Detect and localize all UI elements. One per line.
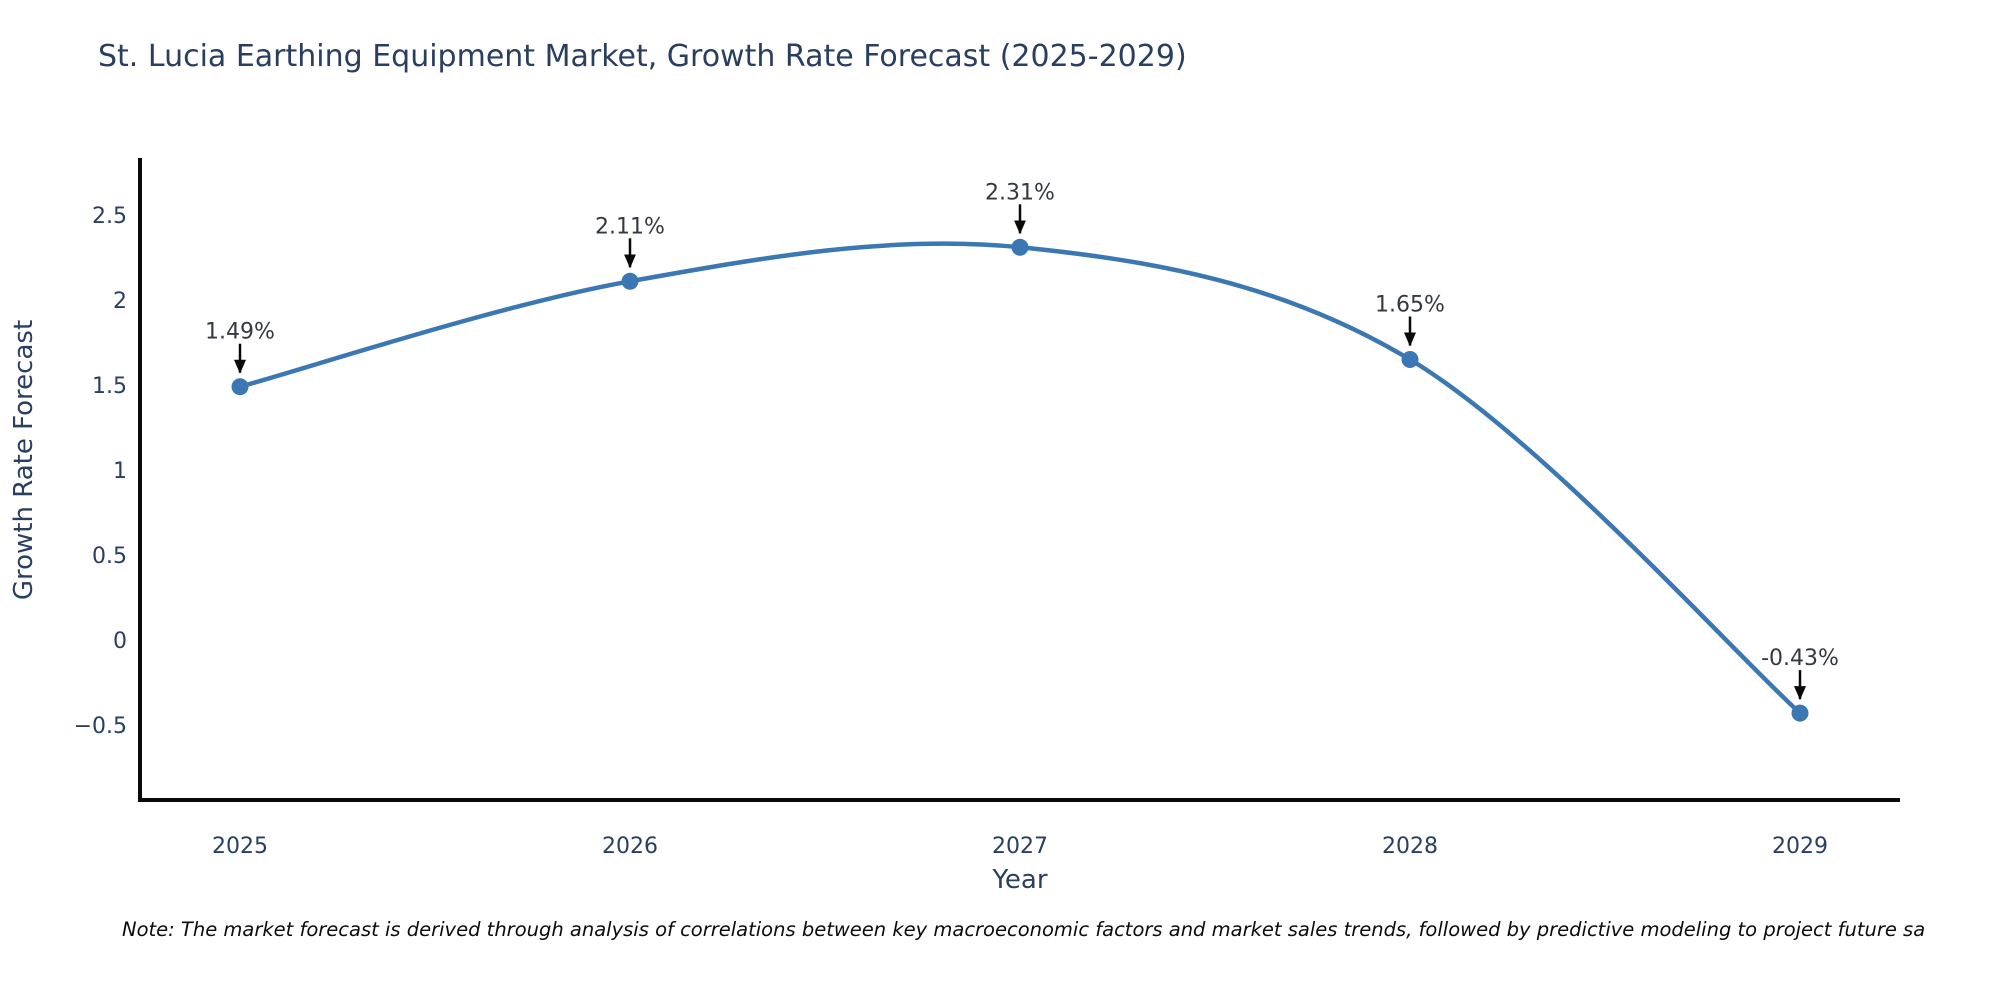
y-tick-label: 2.5 [92, 204, 127, 229]
data-label: 1.49% [205, 320, 275, 345]
y-tick-label: 0.5 [92, 544, 127, 569]
data-label: 1.65% [1375, 293, 1445, 318]
data-point-marker[interactable] [1011, 238, 1029, 256]
data-point-marker[interactable] [621, 272, 639, 290]
data-label: -0.43% [1761, 646, 1839, 671]
y-axis-title: Growth Rate Forecast [9, 320, 39, 600]
chart-title: St. Lucia Earthing Equipment Market, Gro… [98, 39, 1187, 74]
footnote: Note: The market forecast is derived thr… [122, 918, 1926, 941]
x-tick-label: 2027 [992, 834, 1048, 859]
x-axis-title: Year [991, 865, 1047, 895]
plot-area: 2.5 2 1.5 1 0.5 0 −0.5 2025 2026 2027 2028 2029 1.49… [74, 158, 1900, 859]
data-label: 2.31% [985, 180, 1055, 205]
y-tick-label: −0.5 [74, 714, 127, 739]
data-label: 2.11% [595, 214, 665, 239]
y-tick-label: 1.5 [92, 374, 127, 399]
series-line [237, 241, 1803, 716]
y-tick-label: 1 [113, 459, 127, 484]
data-point-marker[interactable] [231, 378, 249, 396]
data-point-marker[interactable] [1401, 351, 1419, 368]
x-tick-label: 2025 [212, 834, 268, 859]
x-tick-label: 2028 [1382, 834, 1438, 859]
x-tick-label: 2029 [1772, 834, 1828, 859]
data-point-marker[interactable] [1791, 704, 1809, 722]
line-chart: St. Lucia Earthing Equipment Market, Gro… [9, 39, 1900, 895]
x-tick-label: 2026 [602, 834, 658, 859]
y-tick-label: 0 [113, 629, 127, 654]
y-tick-label: 2 [113, 289, 127, 314]
